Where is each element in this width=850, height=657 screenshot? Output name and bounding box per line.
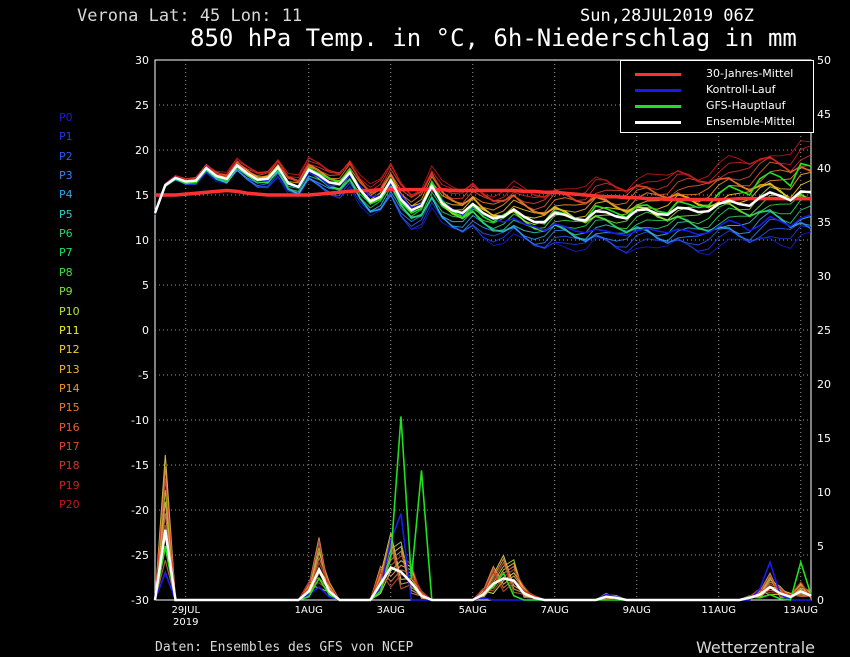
y-left-tick-label: -30: [131, 594, 149, 607]
member-label-p8: P8: [59, 265, 73, 279]
y-left-tick-label: 15: [135, 189, 149, 202]
member-label-p20: P20: [59, 498, 80, 511]
brand-name: Wetterzentrale: [696, 638, 816, 657]
x-tick-label: 13AUG: [783, 605, 818, 616]
legend-item-climate-mean: 30-Jahres-Mittel: [627, 67, 813, 83]
y-right-tick-label: 35: [817, 216, 831, 229]
y-right-tick-label: 20: [817, 378, 831, 391]
member-label-p17: P17: [59, 439, 80, 453]
y-left-tick-label: 0: [142, 324, 149, 337]
member-precip-line: [154, 466, 812, 601]
y-right-tick-label: 50: [817, 54, 831, 67]
legend-box: 30-Jahres-Mittel Kontroll-Lauf GFS-Haupt…: [620, 60, 814, 133]
chart-title: 850 hPa Temp. in °C, 6h-Niederschlag in …: [190, 24, 797, 52]
y-left-tick-label: 5: [142, 279, 149, 292]
y-left-tick-label: -15: [131, 459, 149, 472]
member-label-p16: P16: [59, 420, 80, 434]
legend-label: 30-Jahres-Mittel: [706, 67, 794, 80]
location-label: Verona Lat: 45 Lon: 11: [77, 6, 303, 26]
member-label-p18: P18: [59, 459, 80, 473]
legend-item-ensemble-mean: Ensemble-Mittel: [627, 115, 813, 131]
member-label-p6: P6: [59, 227, 73, 241]
member-precip-line: [154, 513, 812, 601]
member-precip-line: [154, 466, 812, 601]
x-tick-label: 11AUG: [701, 605, 736, 616]
member-label-p13: P13: [59, 362, 80, 376]
member-label-p0: P0: [59, 111, 73, 124]
y-right-tick-label: 45: [817, 108, 831, 121]
member-precip-lines: [154, 454, 812, 601]
y-left-tick-label: 20: [135, 144, 149, 157]
legend-swatch: [635, 89, 681, 92]
member-label-p7: P7: [59, 246, 73, 260]
legend-label: Ensemble-Mittel: [706, 115, 795, 128]
y-left-tick-label: -5: [138, 369, 149, 382]
member-label-p1: P1: [59, 130, 73, 144]
legend-item-gfs-main: GFS-Hauptlauf: [627, 99, 813, 115]
member-temp-line: [154, 168, 812, 249]
member-precip-line: [154, 489, 812, 601]
legend-label: Kontroll-Lauf: [706, 83, 776, 96]
y-right-tick-label: 15: [817, 432, 831, 445]
y-right-tick-label: 30: [817, 270, 831, 283]
y-left-tick-label: -10: [131, 414, 149, 427]
member-label-p14: P14: [59, 381, 80, 395]
x-tick-label: 29JUL: [171, 605, 200, 616]
main-series-lines: [153, 162, 812, 602]
x-tick-sublabel: 2019: [173, 617, 198, 628]
member-temp-line: [154, 168, 812, 245]
data-source-note: Daten: Ensembles des GFS von NCEP: [155, 640, 414, 655]
member-label-p11: P11: [59, 323, 80, 337]
axes: 302520151050-5-10-15-20-25-3050454035302…: [131, 54, 831, 628]
grid: [155, 60, 811, 600]
climate-mean-line: [155, 187, 811, 202]
legend-swatch: [635, 73, 681, 76]
y-left-tick-label: 30: [135, 54, 149, 67]
member-label-p2: P2: [59, 149, 73, 163]
legend-swatch: [635, 121, 681, 124]
y-right-tick-label: 0: [817, 594, 824, 607]
member-precip-line: [154, 501, 812, 601]
member-label-p9: P9: [59, 285, 73, 299]
run-datestamp: Sun,28JUL2019 06Z: [580, 6, 754, 26]
member-label-p15: P15: [59, 401, 80, 415]
x-tick-label: 9AUG: [623, 605, 651, 616]
y-left-tick-label: -20: [131, 504, 149, 517]
member-label-p5: P5: [59, 207, 73, 221]
member-precip-line: [154, 501, 812, 601]
legend-swatch: [635, 105, 681, 108]
ensemble-mean-temp-line: [153, 163, 812, 224]
control-run-precip-line: [154, 513, 811, 601]
member-temp-line: [154, 160, 812, 214]
member-label-p4: P4: [59, 188, 73, 202]
y-left-tick-label: -25: [131, 549, 149, 562]
y-right-tick-label: 25: [817, 324, 831, 337]
x-tick-label: 3AUG: [377, 605, 405, 616]
member-temp-line: [154, 167, 812, 254]
member-temp-line: [154, 140, 812, 213]
member-precip-line: [154, 478, 812, 601]
y-right-tick-label: 5: [817, 540, 824, 553]
member-precip-line: [154, 454, 812, 601]
legend-item-control-run: Kontroll-Lauf: [627, 83, 813, 99]
member-label-p3: P3: [59, 169, 73, 183]
ensemble-mean-precip-line: [153, 529, 812, 602]
member-label-p10: P10: [59, 304, 80, 318]
y-left-tick-label: 10: [135, 234, 149, 247]
member-label-p12: P12: [59, 343, 80, 357]
x-tick-label: 5AUG: [459, 605, 487, 616]
member-temp-line: [154, 164, 812, 233]
member-precip-line: [154, 478, 812, 601]
y-right-tick-label: 10: [817, 486, 831, 499]
legend-label: GFS-Hauptlauf: [706, 99, 786, 112]
member-precip-line: [154, 513, 812, 601]
member-precip-line: [154, 454, 812, 601]
y-right-tick-label: 40: [817, 162, 831, 175]
y-left-tick-label: 25: [135, 99, 149, 112]
gfs-main-precip-line: [154, 416, 812, 601]
x-tick-label: 7AUG: [541, 605, 569, 616]
x-tick-label: 1AUG: [295, 605, 323, 616]
member-label-p19: P19: [59, 478, 80, 492]
